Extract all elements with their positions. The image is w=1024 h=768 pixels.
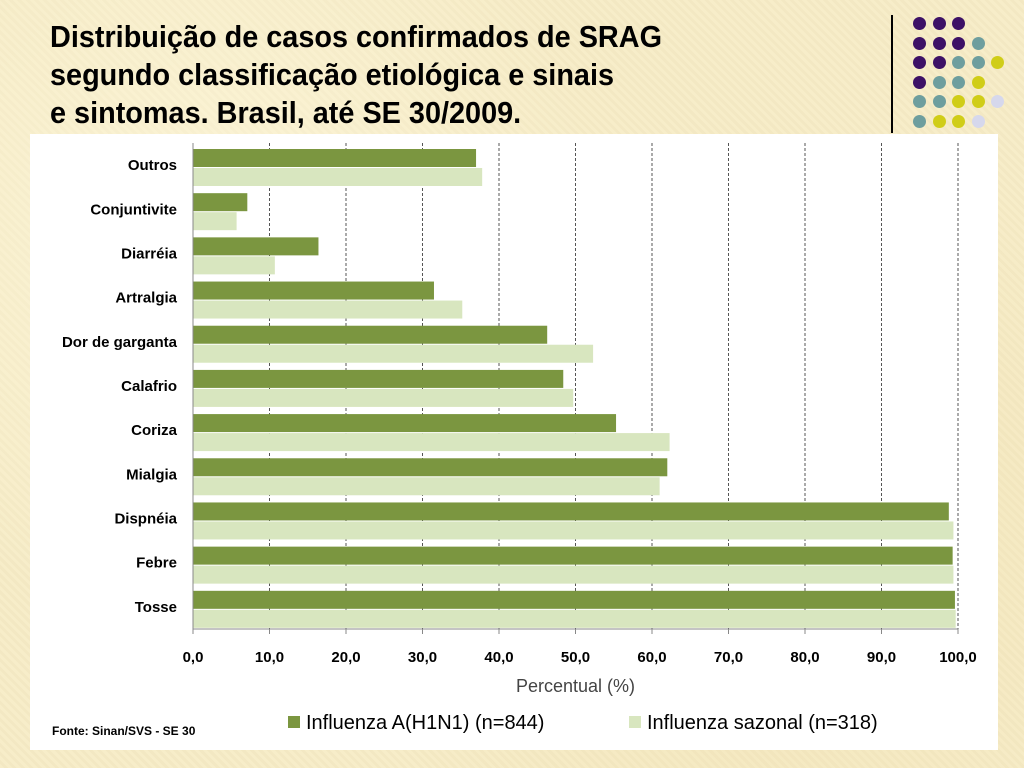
legend-swatch-h1n1 xyxy=(288,715,300,728)
x-tick-label: 50,0 xyxy=(561,649,590,666)
x-tick-label: 20,0 xyxy=(331,649,360,666)
category-label: Coriza xyxy=(131,422,178,439)
decor-dot xyxy=(913,17,926,30)
category-label: Artralgia xyxy=(115,290,177,307)
decor-dot xyxy=(991,56,1004,69)
x-tick-label: 40,0 xyxy=(484,649,513,666)
title-line-3: e sintomas. Brasil, até SE 30/2009. xyxy=(50,95,522,130)
decor-dot xyxy=(952,36,965,50)
category-label: Diarréia xyxy=(121,245,178,262)
x-tick-label: 60,0 xyxy=(637,649,666,666)
decor-dot xyxy=(932,95,946,108)
category-label: Tosse xyxy=(135,599,177,616)
x-tick-label: 100,0 xyxy=(939,649,977,666)
decorative-divider xyxy=(891,15,893,133)
legend-item-sazonal: Influenza sazonal (n=318) xyxy=(629,712,878,735)
decor-dot xyxy=(971,95,985,108)
source-note: Fonte: Sinan/SVS - SE 30 xyxy=(52,724,196,738)
decor-dot xyxy=(913,36,926,50)
decor-dot xyxy=(952,56,965,69)
category-label: Conjuntivite xyxy=(90,201,177,218)
x-tick-label: 80,0 xyxy=(790,649,819,666)
bar-h1n1 xyxy=(193,237,319,256)
bar-h1n1 xyxy=(193,281,434,300)
decor-dot xyxy=(971,75,985,89)
bar-sazonal xyxy=(193,256,275,275)
x-tick-label: 70,0 xyxy=(714,649,743,666)
bar-h1n1 xyxy=(193,502,949,521)
title-line-2: segundo classificação etiológica e sinai… xyxy=(50,57,615,92)
decor-dot xyxy=(913,95,926,108)
bar-sazonal xyxy=(193,212,237,231)
decor-dot xyxy=(971,114,985,128)
bar-h1n1 xyxy=(193,149,477,167)
decor-dot xyxy=(913,114,926,128)
legend-swatch-sazonal xyxy=(629,715,641,728)
decor-dot xyxy=(952,17,965,30)
legend-label-sazonal: Influenza sazonal (n=318) xyxy=(647,712,878,734)
category-label: Febre xyxy=(136,555,177,572)
x-tick-label: 90,0 xyxy=(867,649,896,666)
decor-dot xyxy=(952,114,965,128)
x-tick-label: 0,0 xyxy=(183,649,204,666)
bar-sazonal xyxy=(193,521,954,540)
category-label: Calafrio xyxy=(121,378,177,395)
bar-sazonal xyxy=(193,344,594,363)
legend-item-h1n1: Influenza A(H1N1) (n=844) xyxy=(288,712,544,735)
bar-sazonal xyxy=(193,168,483,186)
x-axis-title: Percentual (%) xyxy=(516,676,635,696)
decor-dot xyxy=(932,36,946,50)
bar-sazonal xyxy=(193,388,574,407)
category-label: Dor de garganta xyxy=(62,334,178,351)
decor-dot xyxy=(971,56,985,69)
category-label: Mialgia xyxy=(126,466,178,483)
decor-dot xyxy=(971,36,985,50)
category-label: Dispnéia xyxy=(114,511,177,528)
decor-dot xyxy=(913,56,926,69)
bar-sazonal xyxy=(193,433,670,452)
slide-title: Distribuição de casos confirmados de SRA… xyxy=(50,18,813,132)
bar-sazonal xyxy=(193,565,954,584)
bar-h1n1 xyxy=(193,414,617,433)
bar-sazonal xyxy=(193,300,463,319)
x-tick-label: 30,0 xyxy=(408,649,437,666)
decor-dot xyxy=(991,95,1004,108)
decor-dot xyxy=(952,75,965,89)
bar-h1n1 xyxy=(193,325,548,344)
decor-dot xyxy=(952,95,965,108)
bar-h1n1 xyxy=(193,369,564,388)
bar-h1n1 xyxy=(193,590,955,609)
decor-dot xyxy=(932,75,946,89)
bar-h1n1 xyxy=(193,546,953,565)
title-line-1: Distribuição de casos confirmados de SRA… xyxy=(50,19,662,54)
legend-label-h1n1: Influenza A(H1N1) (n=844) xyxy=(306,712,545,734)
bar-sazonal xyxy=(193,609,956,628)
bar-sazonal xyxy=(193,477,660,496)
decor-dot xyxy=(932,56,946,69)
bar-chart: Outros Conjuntivite Diarréia Artralgia Dor d… xyxy=(62,143,977,696)
decor-dot xyxy=(913,75,926,89)
bar-h1n1 xyxy=(193,458,668,477)
x-tick-label: 10,0 xyxy=(255,649,284,666)
decor-dot xyxy=(932,114,946,128)
chart-panel: Outros Conjuntivite Diarréia Artralgia Dor d… xyxy=(30,134,998,750)
decor-dot xyxy=(932,17,946,30)
bar-h1n1 xyxy=(193,193,248,212)
category-label: Outros xyxy=(128,157,177,174)
